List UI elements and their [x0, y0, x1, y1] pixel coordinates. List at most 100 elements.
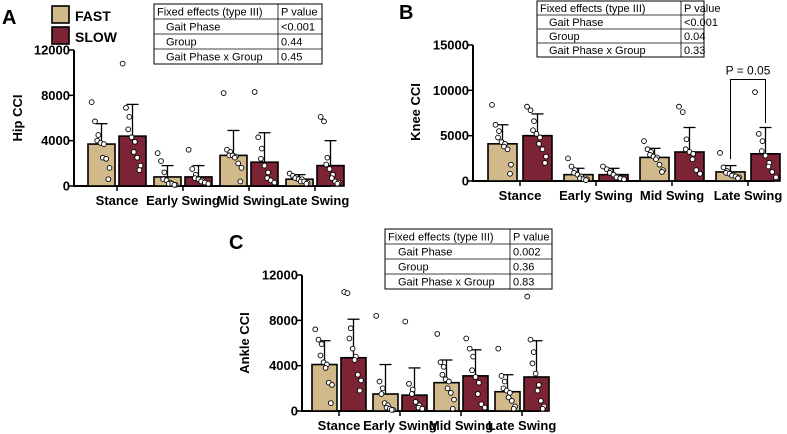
- data-point: [119, 60, 126, 67]
- stats-header-pvalue: P value: [281, 7, 318, 19]
- data-point: [568, 163, 575, 170]
- bar-slow: [674, 151, 705, 182]
- data-point: [92, 118, 98, 125]
- panel-label-a: A: [2, 7, 16, 29]
- data-point: [524, 293, 531, 300]
- data-point: [583, 177, 589, 183]
- x-tick-label: Early Swing: [363, 418, 437, 433]
- data-point: [693, 167, 700, 173]
- data-point: [495, 345, 502, 352]
- data-point: [106, 165, 113, 171]
- data-point: [189, 166, 196, 172]
- stats-header-effect: Fixed effects (type III): [157, 7, 263, 19]
- data-point: [481, 404, 488, 411]
- y-axis-label: Ankle CCI: [237, 312, 252, 373]
- data-point: [641, 138, 647, 144]
- data-point: [537, 397, 544, 404]
- data-point: [235, 160, 242, 167]
- data-point: [507, 390, 513, 396]
- data-point: [735, 175, 741, 182]
- data-point: [134, 154, 141, 161]
- y-axis-label: Hip CCI: [10, 95, 25, 142]
- stats-row-value: 0.44: [281, 37, 302, 49]
- stats-row-value: <0.001: [684, 17, 718, 29]
- y-tick-label: 10000: [433, 83, 469, 98]
- data-point: [324, 154, 331, 161]
- legend-fast-label: FAST: [75, 8, 111, 24]
- y-tick-label: 0: [291, 404, 298, 419]
- stats-row-label: Group: [549, 31, 580, 43]
- data-point: [327, 400, 334, 406]
- data-point: [489, 101, 495, 108]
- data-point: [496, 128, 502, 134]
- x-tick-label: Mid Swing: [640, 188, 704, 203]
- stats-row-value: 0.04: [684, 31, 705, 43]
- data-point: [312, 326, 319, 333]
- data-point: [238, 165, 245, 171]
- data-point: [543, 153, 549, 160]
- stats-row-label: Group: [166, 37, 197, 49]
- data-point: [344, 290, 351, 296]
- data-point: [451, 396, 457, 403]
- data-point: [258, 155, 264, 162]
- plot-area-b: 0 5000 10000 15000 Stance Early Swing Mid Swin…: [433, 38, 783, 204]
- y-tick-label: 12000: [262, 268, 298, 283]
- data-point: [346, 335, 353, 342]
- data-point: [501, 378, 508, 385]
- data-point: [679, 109, 686, 115]
- data-point: [759, 138, 766, 144]
- data-point: [527, 107, 534, 114]
- data-point: [510, 405, 517, 412]
- data-point: [349, 345, 356, 352]
- panel-label-b: B: [399, 2, 413, 24]
- stats-row-label: Gait Phase x Group: [166, 52, 263, 64]
- data-point: [653, 156, 659, 163]
- data-point: [205, 180, 212, 187]
- data-point: [356, 387, 363, 394]
- panel-a: A FAST SLOW Fixed effects (type III) P v…: [2, 3, 350, 209]
- data-point: [105, 176, 112, 183]
- data-point: [565, 155, 571, 162]
- x-tick-label: Stance: [96, 193, 139, 208]
- data-point: [321, 118, 327, 125]
- data-point: [323, 161, 330, 168]
- data-point: [315, 336, 322, 343]
- data-point: [132, 138, 138, 145]
- y-tick-label: 15000: [433, 38, 469, 53]
- stats-row-value: 0.36: [513, 262, 534, 274]
- data-point: [504, 146, 511, 153]
- y-tick-label: 0: [63, 179, 70, 194]
- data-point: [769, 169, 776, 175]
- data-point: [507, 170, 513, 177]
- data-point: [265, 169, 271, 176]
- data-point: [469, 367, 475, 374]
- y-tick-label: 0: [462, 174, 469, 189]
- panel-label-c: C: [229, 232, 243, 254]
- data-point: [220, 90, 227, 96]
- data-point: [158, 158, 164, 164]
- data-point: [126, 114, 133, 120]
- data-point: [717, 150, 723, 156]
- data-point: [130, 149, 137, 155]
- stats-row-label: Gait Phase: [398, 247, 452, 259]
- data-point: [478, 401, 485, 408]
- data-point: [258, 145, 265, 152]
- data-point: [508, 161, 514, 168]
- data-point: [95, 132, 102, 138]
- bar-slow: [118, 135, 147, 187]
- y-tick-label: 4000: [41, 133, 70, 148]
- data-point: [472, 374, 479, 380]
- x-tick-label: Mid Swing: [217, 193, 281, 208]
- data-point: [762, 152, 769, 159]
- data-point: [466, 345, 473, 352]
- x-tick-label: Mid Swing: [429, 418, 493, 433]
- stats-row-value: <0.001: [281, 22, 315, 34]
- bar-slow: [340, 356, 367, 412]
- data-point: [683, 136, 690, 143]
- data-point: [440, 363, 447, 370]
- data-point: [600, 163, 606, 170]
- data-point: [621, 176, 627, 183]
- data-point: [128, 134, 135, 141]
